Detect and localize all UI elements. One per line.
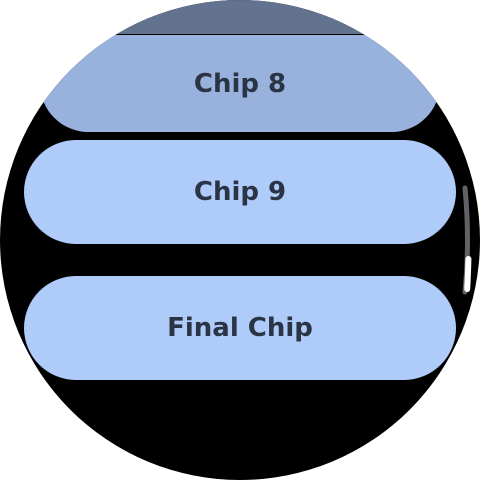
scroll-thumb <box>464 256 472 292</box>
scroll-indicator[interactable] <box>462 185 472 295</box>
chip-8-label: Chip 8 <box>193 68 287 99</box>
final-chip-label: Final Chip <box>167 313 313 343</box>
chip-9[interactable]: Chip 9 <box>24 140 456 244</box>
chip-7-partial[interactable] <box>40 0 440 34</box>
chip-8[interactable]: Chip 8 <box>40 35 440 132</box>
chip-9-label: Chip 9 <box>193 177 287 207</box>
final-chip[interactable]: Final Chip <box>24 276 456 380</box>
